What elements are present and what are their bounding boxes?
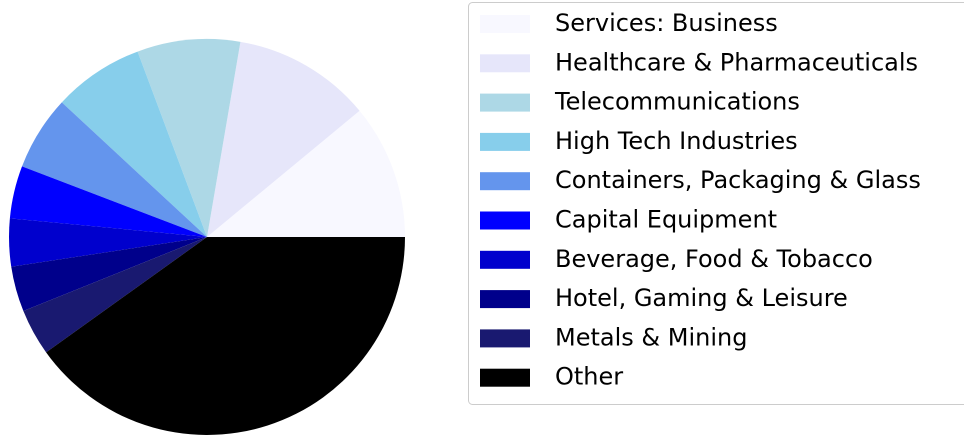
legend-label: Services: Business	[555, 9, 778, 37]
legend-label: Telecommunications	[554, 88, 800, 116]
legend-swatch	[480, 172, 530, 190]
legend-label: Hotel, Gaming & Leisure	[555, 284, 848, 312]
legend-swatch	[480, 290, 530, 308]
legend-swatch	[480, 212, 530, 230]
legend-label: High Tech Industries	[555, 127, 798, 155]
legend-swatch	[480, 15, 530, 33]
legend-label: Capital Equipment	[555, 206, 777, 234]
legend-swatch	[480, 54, 530, 72]
legend-swatch	[480, 251, 530, 269]
legend-swatch	[480, 133, 530, 151]
legend-label: Containers, Packaging & Glass	[555, 166, 921, 194]
legend-swatch	[480, 329, 530, 347]
legend-swatch	[480, 94, 530, 112]
legend-label: Beverage, Food & Tobacco	[555, 245, 873, 273]
legend-label: Metals & Mining	[555, 323, 747, 351]
legend-label: Other	[555, 363, 623, 391]
legend-swatch	[480, 369, 530, 387]
legend-label: Healthcare & Pharmaceuticals	[555, 48, 918, 76]
